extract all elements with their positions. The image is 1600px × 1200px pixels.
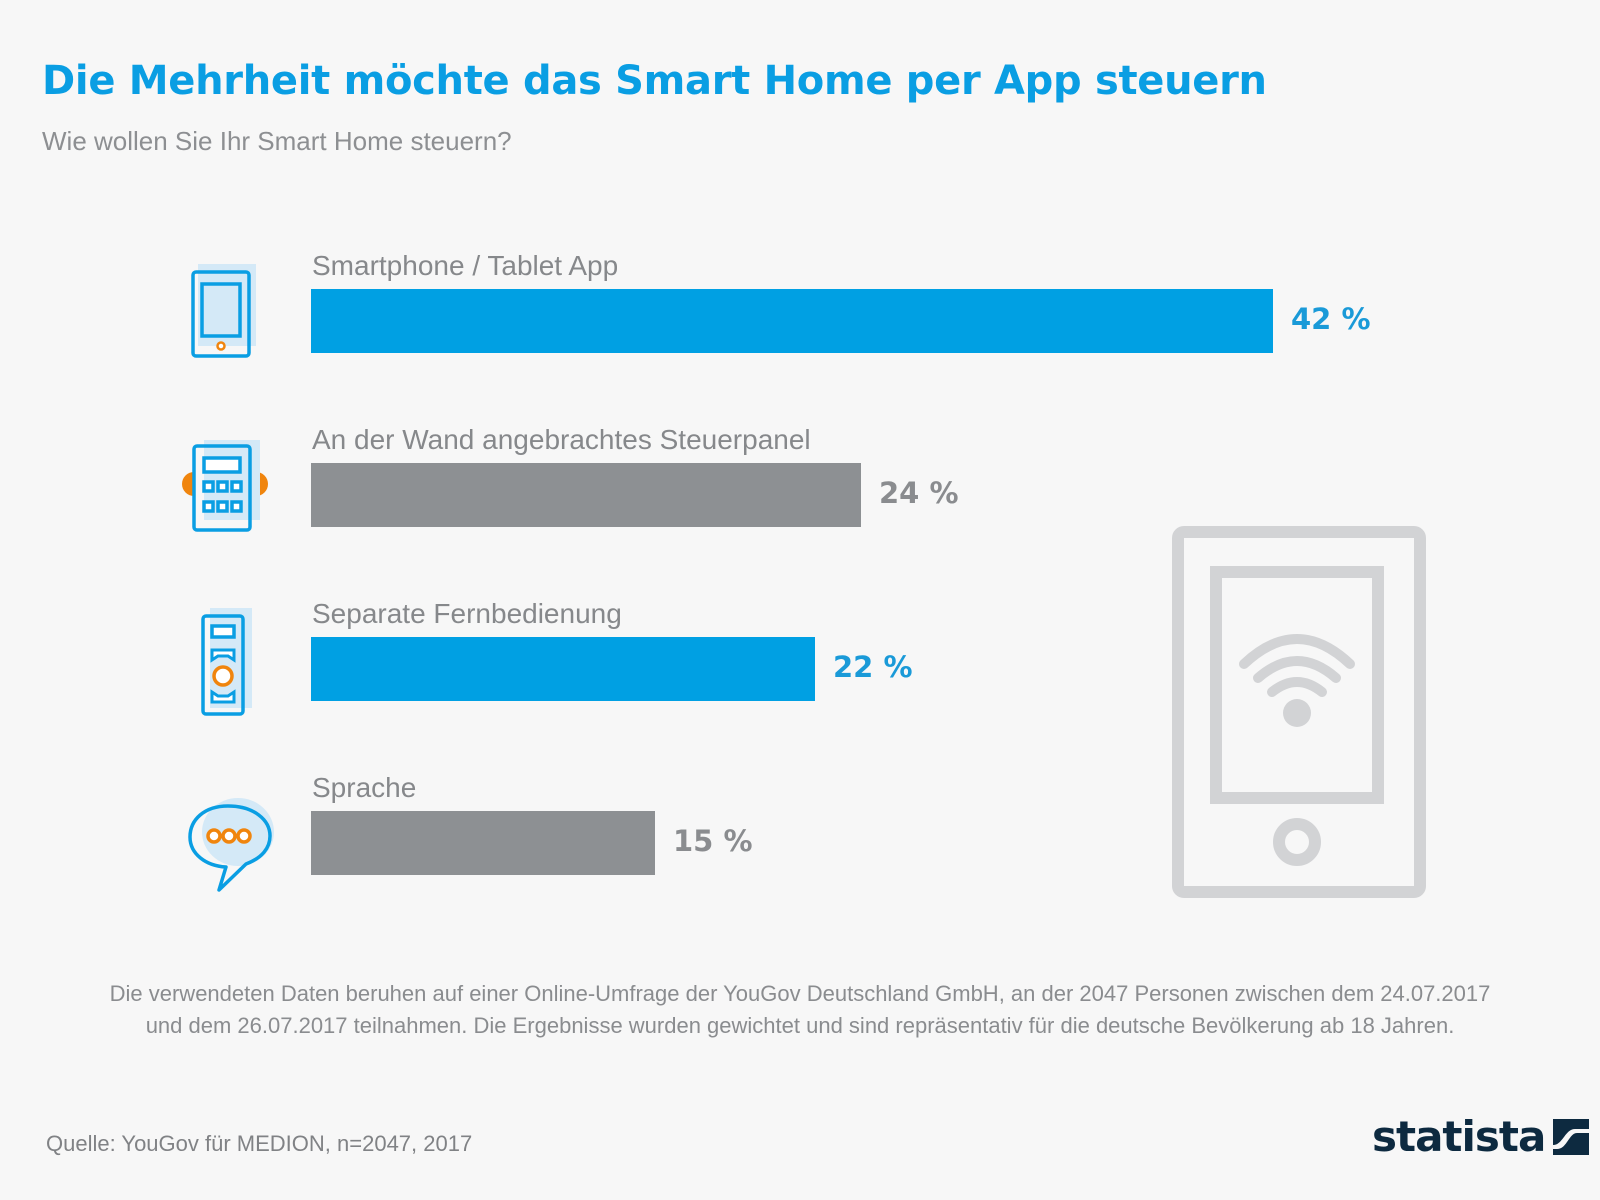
note-line-1: Die verwendeten Daten beruhen auf einer …: [109, 981, 1491, 1006]
category-label: Separate Fernbedienung: [312, 598, 622, 629]
statista-logo-icon: [1553, 1118, 1590, 1155]
chart-subtitle: Wie wollen Sie Ihr Smart Home steuern?: [42, 126, 512, 156]
value-label: 42 %: [1291, 302, 1371, 336]
category-label: Sprache: [312, 772, 417, 803]
note-line-2: und dem 26.07.2017 teilnahmen. Die Ergeb…: [145, 1013, 1455, 1038]
source-text: Quelle: YouGov für MEDION, n=2047, 2017: [46, 1131, 473, 1156]
statista-logo[interactable]: statista: [1372, 1112, 1590, 1161]
methodology-note: Die verwendeten Daten beruhen auf einer …: [0, 978, 1600, 1042]
bar: [311, 289, 1273, 353]
value-label: 24 %: [879, 476, 959, 510]
category-label: Smartphone / Tablet App: [312, 250, 619, 281]
category-label: An der Wand angebrachtes Steuerpanel: [312, 424, 811, 455]
tablet-wifi-icon: [1172, 526, 1426, 898]
value-label: 15 %: [673, 824, 753, 858]
value-label: 22 %: [833, 650, 913, 684]
smartphone-icon: [191, 264, 256, 358]
bar: [311, 637, 815, 701]
remote-control-icon: [201, 608, 252, 716]
bar: [311, 811, 655, 875]
logo-text: statista: [1372, 1112, 1546, 1161]
chart-title: Die Mehrheit möchte das Smart Home per A…: [42, 58, 1267, 104]
bar: [311, 463, 861, 527]
wall-panel-icon: [182, 440, 268, 532]
speech-bubble-icon: [188, 798, 274, 892]
